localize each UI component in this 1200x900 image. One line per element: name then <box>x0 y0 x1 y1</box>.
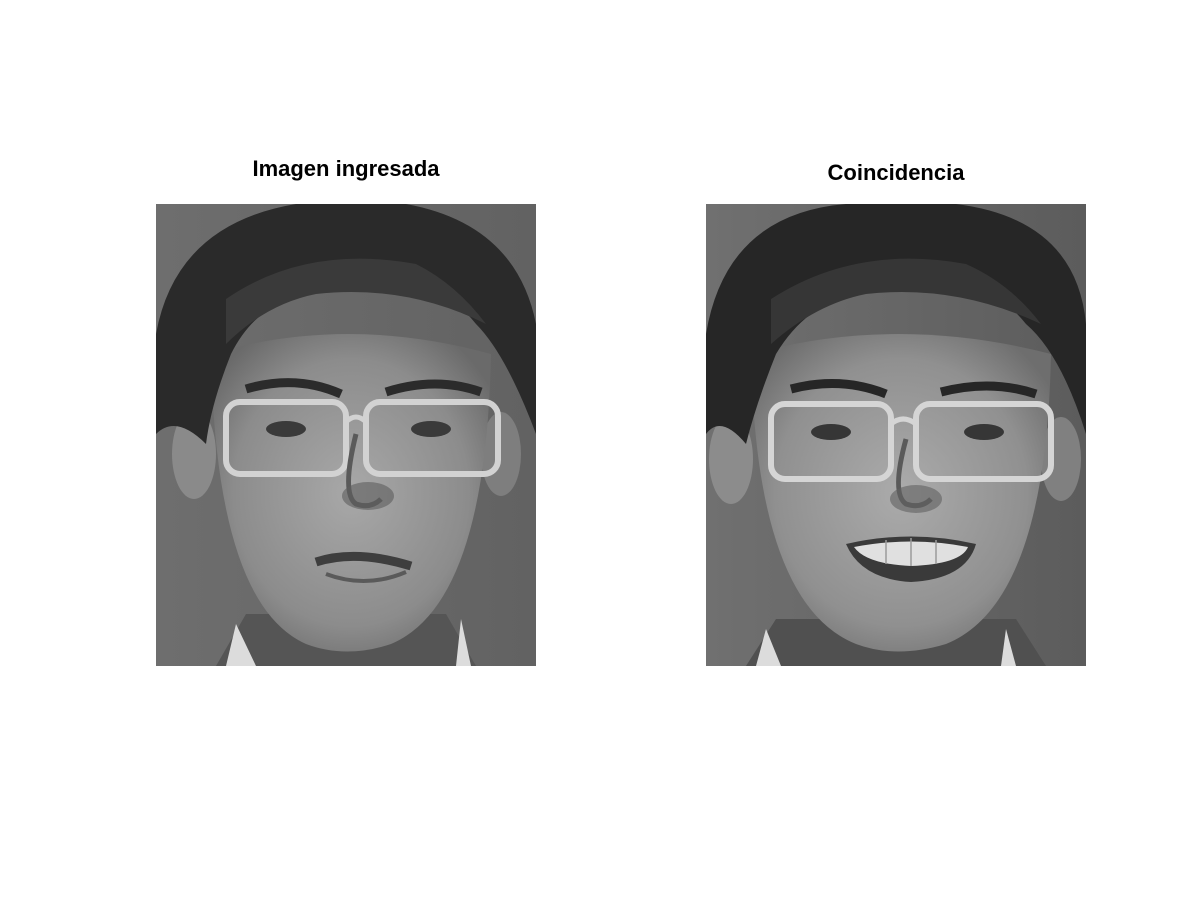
match-image-title: Coincidencia <box>827 160 965 185</box>
input-face-image <box>156 204 536 666</box>
input-image-title: Imagen ingresada <box>252 156 440 181</box>
match-face-illustration <box>706 204 1086 666</box>
input-face-illustration <box>156 204 536 666</box>
match-face-image <box>706 204 1086 666</box>
